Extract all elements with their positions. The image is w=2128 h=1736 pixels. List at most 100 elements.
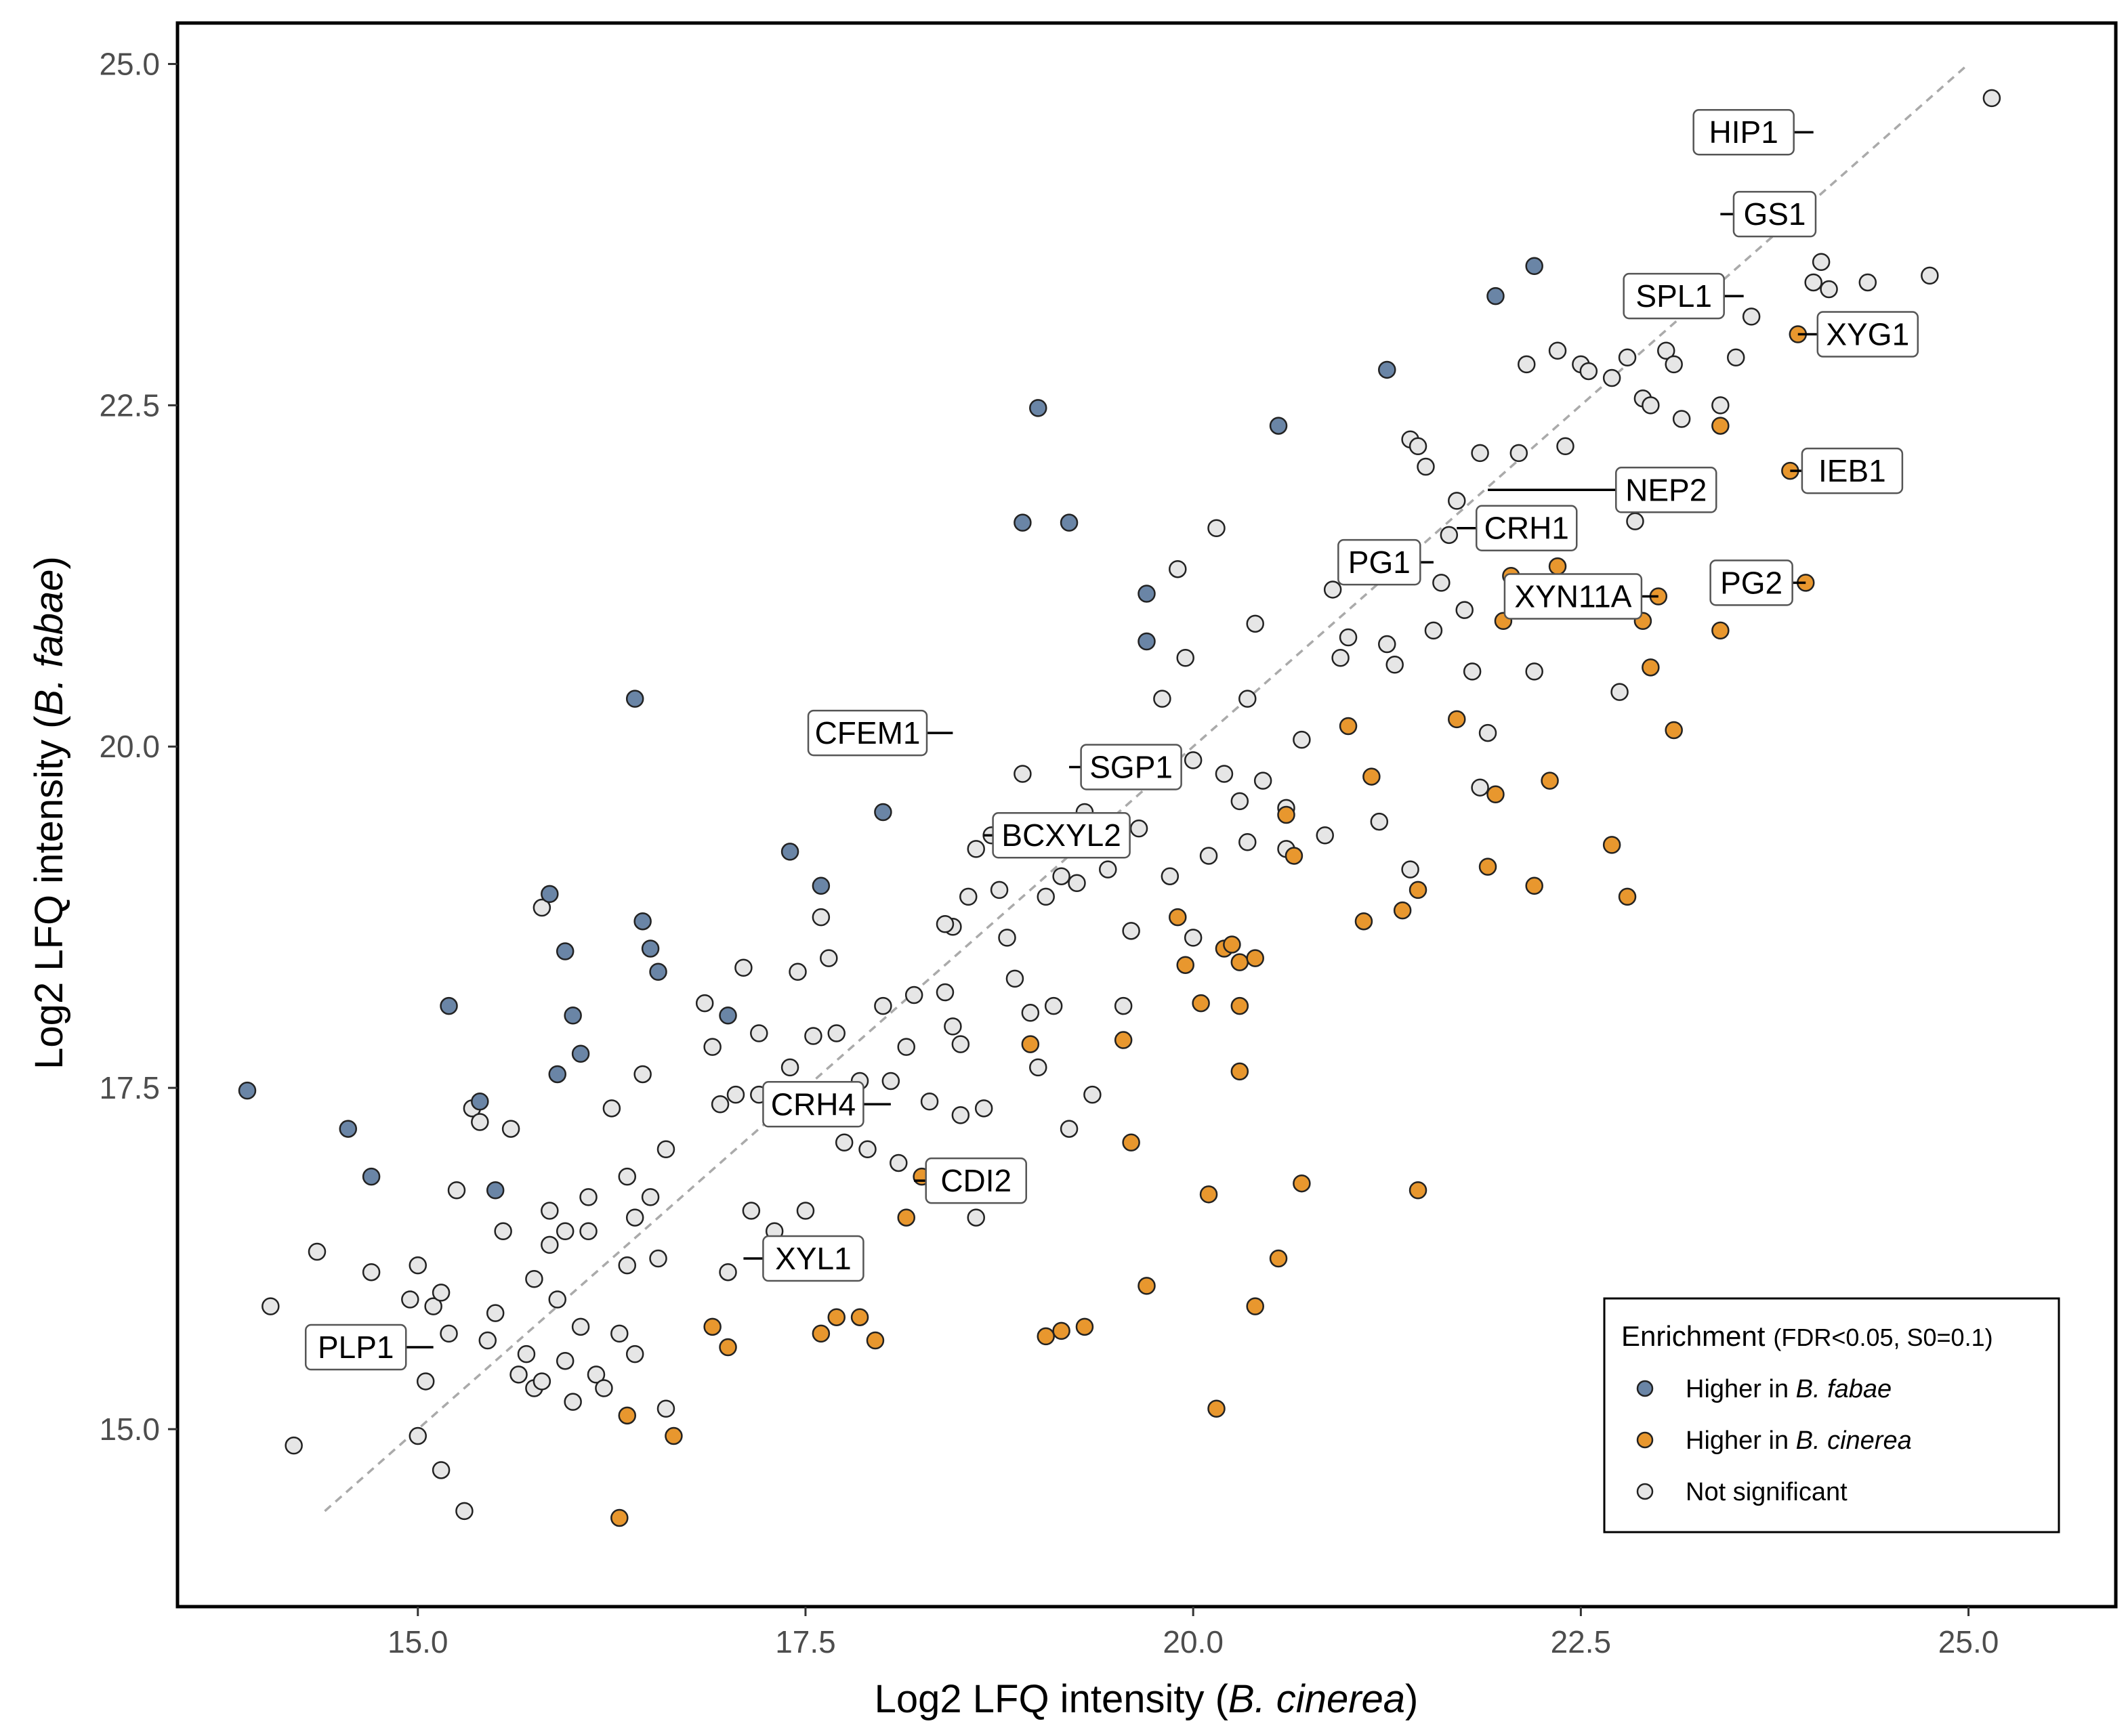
point-cinerea bbox=[1548, 557, 1567, 576]
point-fabae bbox=[1014, 513, 1032, 532]
point-ns bbox=[1293, 730, 1311, 749]
point-ns bbox=[1238, 690, 1257, 708]
legend: Enrichment (FDR<0.05, S0=0.1) Higher in B… bbox=[1603, 1297, 2060, 1533]
point-ns bbox=[789, 962, 807, 981]
point-ns bbox=[796, 1202, 815, 1220]
point-ns bbox=[1463, 662, 1482, 681]
point-ns bbox=[967, 1208, 985, 1227]
point-ns bbox=[1742, 308, 1761, 326]
gene-label: HIP1 bbox=[1709, 114, 1778, 150]
point-cinerea bbox=[1448, 710, 1466, 729]
point-ns bbox=[1726, 348, 1745, 367]
gene-label: SPL1 bbox=[1635, 278, 1712, 314]
point-cinerea bbox=[1052, 1321, 1070, 1340]
point-fabae bbox=[471, 1093, 489, 1111]
x-tick-label: 17.5 bbox=[775, 1624, 836, 1659]
point-cinerea bbox=[850, 1308, 869, 1326]
point-ns bbox=[424, 1297, 442, 1315]
point-ns bbox=[556, 1351, 575, 1370]
point-ns bbox=[1339, 628, 1358, 647]
point-cinerea bbox=[827, 1308, 846, 1326]
point-cinerea bbox=[1541, 771, 1559, 790]
point-ns bbox=[936, 914, 955, 933]
gene-label-box bbox=[304, 1324, 407, 1371]
point-fabae bbox=[440, 996, 458, 1015]
legend-box bbox=[1603, 1297, 2060, 1533]
point-cinerea bbox=[1246, 949, 1264, 967]
y-axis-title: Log2 LFQ intensity (B. fabae) bbox=[27, 556, 71, 1070]
point-cinerea bbox=[1199, 1185, 1218, 1204]
gene-label: IEB1 bbox=[1818, 453, 1886, 488]
gene-label: CDI2 bbox=[940, 1163, 1011, 1198]
point-ns bbox=[835, 1133, 854, 1151]
point-ns bbox=[742, 1202, 761, 1220]
point-ns bbox=[1982, 89, 2001, 108]
point-ns bbox=[812, 908, 831, 927]
point-ns bbox=[1812, 253, 1831, 271]
point-ns bbox=[571, 1317, 590, 1336]
gene-label-box bbox=[1476, 505, 1578, 551]
point-ns bbox=[548, 1290, 567, 1309]
point-ns bbox=[641, 1188, 660, 1206]
point-ns bbox=[455, 1502, 474, 1521]
point-cinerea bbox=[1618, 887, 1637, 906]
gene-label: PG1 bbox=[1348, 545, 1411, 580]
point-ns bbox=[1921, 266, 1939, 285]
point-fabae bbox=[238, 1081, 257, 1100]
point-cinerea bbox=[1362, 767, 1381, 786]
legend-swatch-ns bbox=[1636, 1483, 1654, 1500]
gene-label-box bbox=[925, 1157, 1027, 1204]
point-ns bbox=[804, 1027, 822, 1045]
gene-label-box bbox=[1614, 467, 1717, 513]
point-ns bbox=[1579, 362, 1598, 381]
point-ns bbox=[564, 1393, 582, 1411]
point-ns bbox=[501, 1120, 520, 1138]
point-ns bbox=[1804, 273, 1822, 292]
point-ns bbox=[1207, 519, 1226, 537]
point-ns bbox=[556, 1222, 575, 1240]
point-ns bbox=[904, 986, 923, 1004]
point-ns bbox=[711, 1095, 730, 1114]
point-ns bbox=[649, 1249, 667, 1268]
point-ns bbox=[1378, 635, 1396, 654]
gene-label: CRH4 bbox=[771, 1086, 856, 1122]
point-ns bbox=[897, 1038, 915, 1056]
point-cinerea bbox=[1192, 994, 1210, 1013]
point-ns bbox=[525, 1270, 543, 1288]
gene-label: XYL1 bbox=[775, 1241, 852, 1276]
point-ns bbox=[874, 996, 892, 1015]
point-fabae bbox=[1525, 257, 1543, 276]
point-cinerea bbox=[665, 1426, 683, 1445]
point-ns bbox=[719, 1263, 737, 1282]
gene-label: GS1 bbox=[1743, 196, 1806, 232]
x-tick-label: 22.5 bbox=[1551, 1624, 1612, 1659]
legend-label-fabae: Higher in B. fabae bbox=[1686, 1375, 1892, 1403]
point-cinerea bbox=[1354, 912, 1373, 931]
point-ns bbox=[432, 1284, 451, 1302]
point-ns bbox=[1029, 1058, 1047, 1077]
point-ns bbox=[1455, 601, 1474, 619]
point-ns bbox=[1014, 765, 1032, 783]
point-ns bbox=[1060, 1120, 1079, 1138]
point-cinerea bbox=[1230, 1062, 1249, 1081]
point-cinerea bbox=[1169, 908, 1187, 927]
point-ns bbox=[1509, 444, 1528, 463]
point-fabae bbox=[564, 1007, 582, 1025]
point-cinerea bbox=[1230, 953, 1249, 971]
point-ns bbox=[1184, 929, 1203, 947]
point-ns bbox=[471, 1113, 489, 1131]
point-ns bbox=[1122, 922, 1140, 940]
legend-swatch-cinerea bbox=[1636, 1431, 1654, 1449]
gene-label: CRH1 bbox=[1484, 511, 1569, 546]
point-cinerea bbox=[1711, 417, 1730, 435]
point-ns bbox=[432, 1461, 451, 1479]
point-ns bbox=[447, 1181, 466, 1200]
point-ns bbox=[1548, 341, 1567, 360]
point-ns bbox=[409, 1426, 427, 1445]
point-cinerea bbox=[1409, 881, 1427, 899]
point-ns bbox=[416, 1372, 435, 1391]
point-ns bbox=[734, 958, 753, 977]
point-cinerea bbox=[1230, 996, 1249, 1015]
point-ns bbox=[1021, 1004, 1040, 1022]
point-ns bbox=[1215, 765, 1234, 783]
